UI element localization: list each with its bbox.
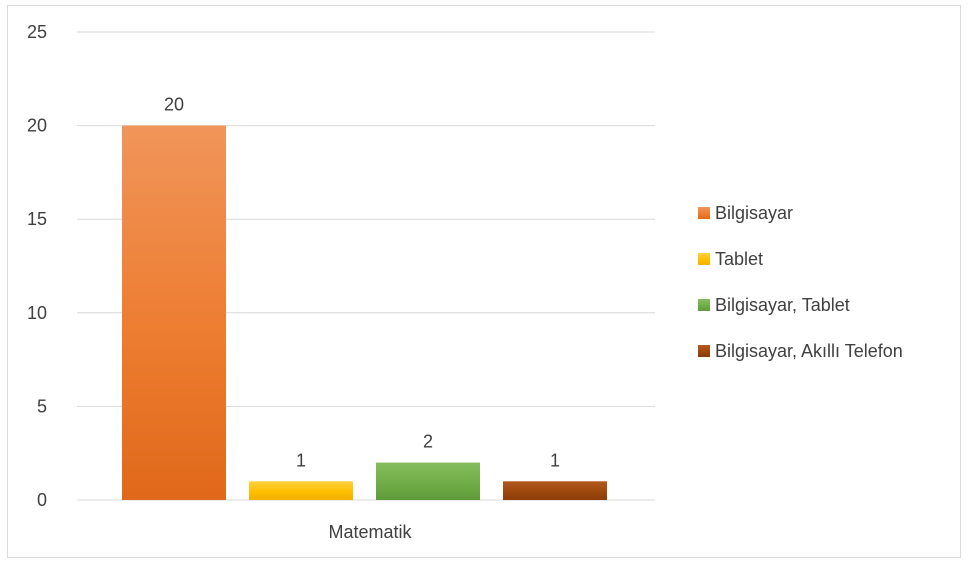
data-label: 2 <box>423 432 433 452</box>
bar-tablet <box>249 481 353 500</box>
y-tick-label: 5 <box>37 396 47 416</box>
y-tick-label: 20 <box>27 116 47 136</box>
legend-swatch <box>698 253 710 265</box>
y-tick-label: 0 <box>37 490 47 510</box>
y-tick-label: 15 <box>27 209 47 229</box>
y-tick-label: 25 <box>27 22 47 42</box>
legend-label: Bilgisayar, Tablet <box>715 295 850 315</box>
data-label: 1 <box>296 450 306 470</box>
legend-swatch <box>698 345 710 357</box>
data-labels: 20 1 2 1 <box>164 95 560 471</box>
data-label: 20 <box>164 95 184 115</box>
y-tick-label: 10 <box>27 303 47 323</box>
legend-swatch <box>698 207 710 219</box>
y-axis-tick-labels: 0 5 10 15 20 25 <box>27 22 47 510</box>
x-category-label: Matematik <box>328 522 412 542</box>
legend-label: Bilgisayar, Akıllı Telefon <box>715 341 903 361</box>
legend-item: Bilgisayar, Akıllı Telefon <box>698 341 903 361</box>
legend-item: Tablet <box>698 249 763 269</box>
legend-label: Tablet <box>715 249 763 269</box>
legend-item: Bilgisayar <box>698 203 793 223</box>
x-axis-category-labels: Matematik <box>328 522 412 542</box>
bar-bilgisayar <box>122 125 226 500</box>
legend-item: Bilgisayar, Tablet <box>698 295 850 315</box>
bar-bilgisayar-tablet <box>376 462 480 500</box>
legend: Bilgisayar Tablet Bilgisayar, Tablet Bilgis… <box>698 203 903 361</box>
legend-label: Bilgisayar <box>715 203 793 223</box>
bars <box>122 125 607 500</box>
data-label: 1 <box>550 450 560 470</box>
legend-swatch <box>698 299 710 311</box>
bar-bilgisayar-ak-ll-telefon <box>503 481 607 500</box>
